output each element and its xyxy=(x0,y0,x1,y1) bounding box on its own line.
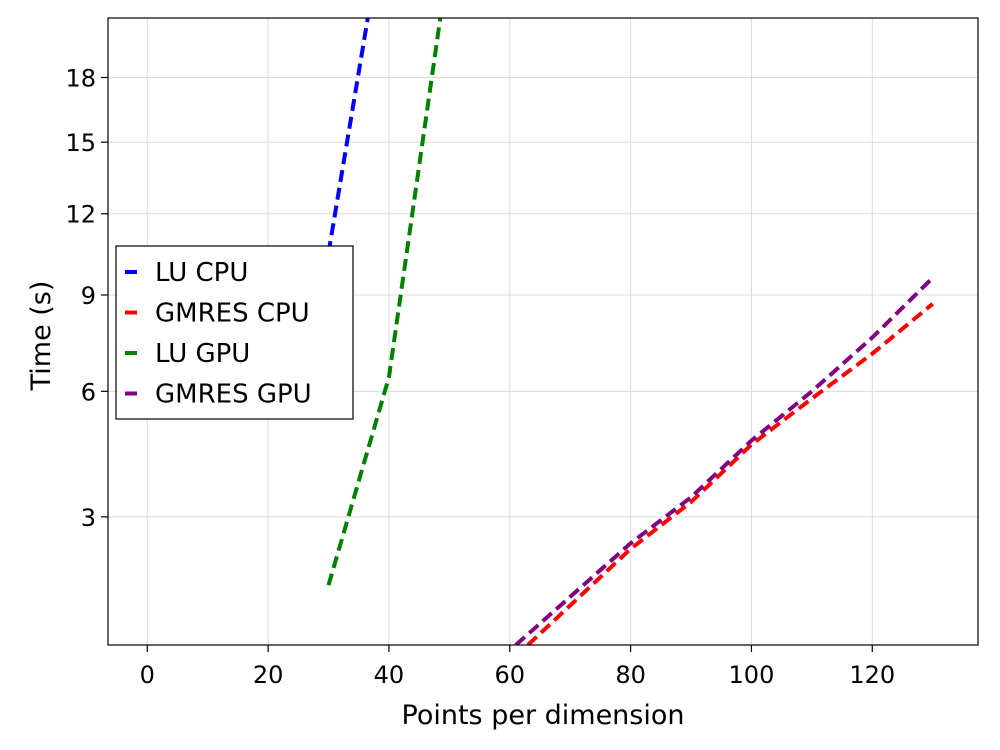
y-tick-label: 3 xyxy=(81,504,96,532)
axis-ticks: 0 20 40 60 80 100 120 3 6 9 12 15 18 xyxy=(65,64,895,689)
x-axis-label: Points per dimension xyxy=(402,700,685,731)
series-line-gmres-cpu xyxy=(526,302,934,645)
y-tick-label: 12 xyxy=(65,201,96,229)
x-tick-label: 100 xyxy=(729,661,775,689)
x-tick-label: 60 xyxy=(494,661,525,689)
y-tick-label: 9 xyxy=(81,282,96,310)
y-tick-label: 18 xyxy=(65,64,96,92)
legend-label-lu-gpu: LU GPU xyxy=(155,339,250,369)
x-tick-label: 0 xyxy=(140,661,155,689)
x-tick-label: 80 xyxy=(615,661,646,689)
plot-area-frame xyxy=(107,17,979,646)
series-line-lu-cpu xyxy=(326,18,370,254)
legend-box xyxy=(115,245,354,420)
y-tick-label: 15 xyxy=(65,129,96,157)
y-axis-label: Time (s) xyxy=(26,281,57,392)
grid xyxy=(108,18,978,645)
x-tick-label: 40 xyxy=(374,661,405,689)
series-lines xyxy=(326,18,935,645)
series-line-gmres-gpu xyxy=(514,276,935,645)
y-tick-label: 6 xyxy=(81,378,96,406)
legend-label-gmres-cpu: GMRES CPU xyxy=(155,299,310,329)
legend-label-lu-cpu: LU CPU xyxy=(155,258,248,288)
x-tick-label: 20 xyxy=(253,661,284,689)
series-line-lu-gpu xyxy=(326,18,443,586)
legend-label-gmres-gpu: GMRES GPU xyxy=(155,380,312,410)
legend: LU CPU GMRES CPU LU GPU GMRES GPU xyxy=(115,245,354,420)
x-tick-label: 120 xyxy=(849,661,895,689)
